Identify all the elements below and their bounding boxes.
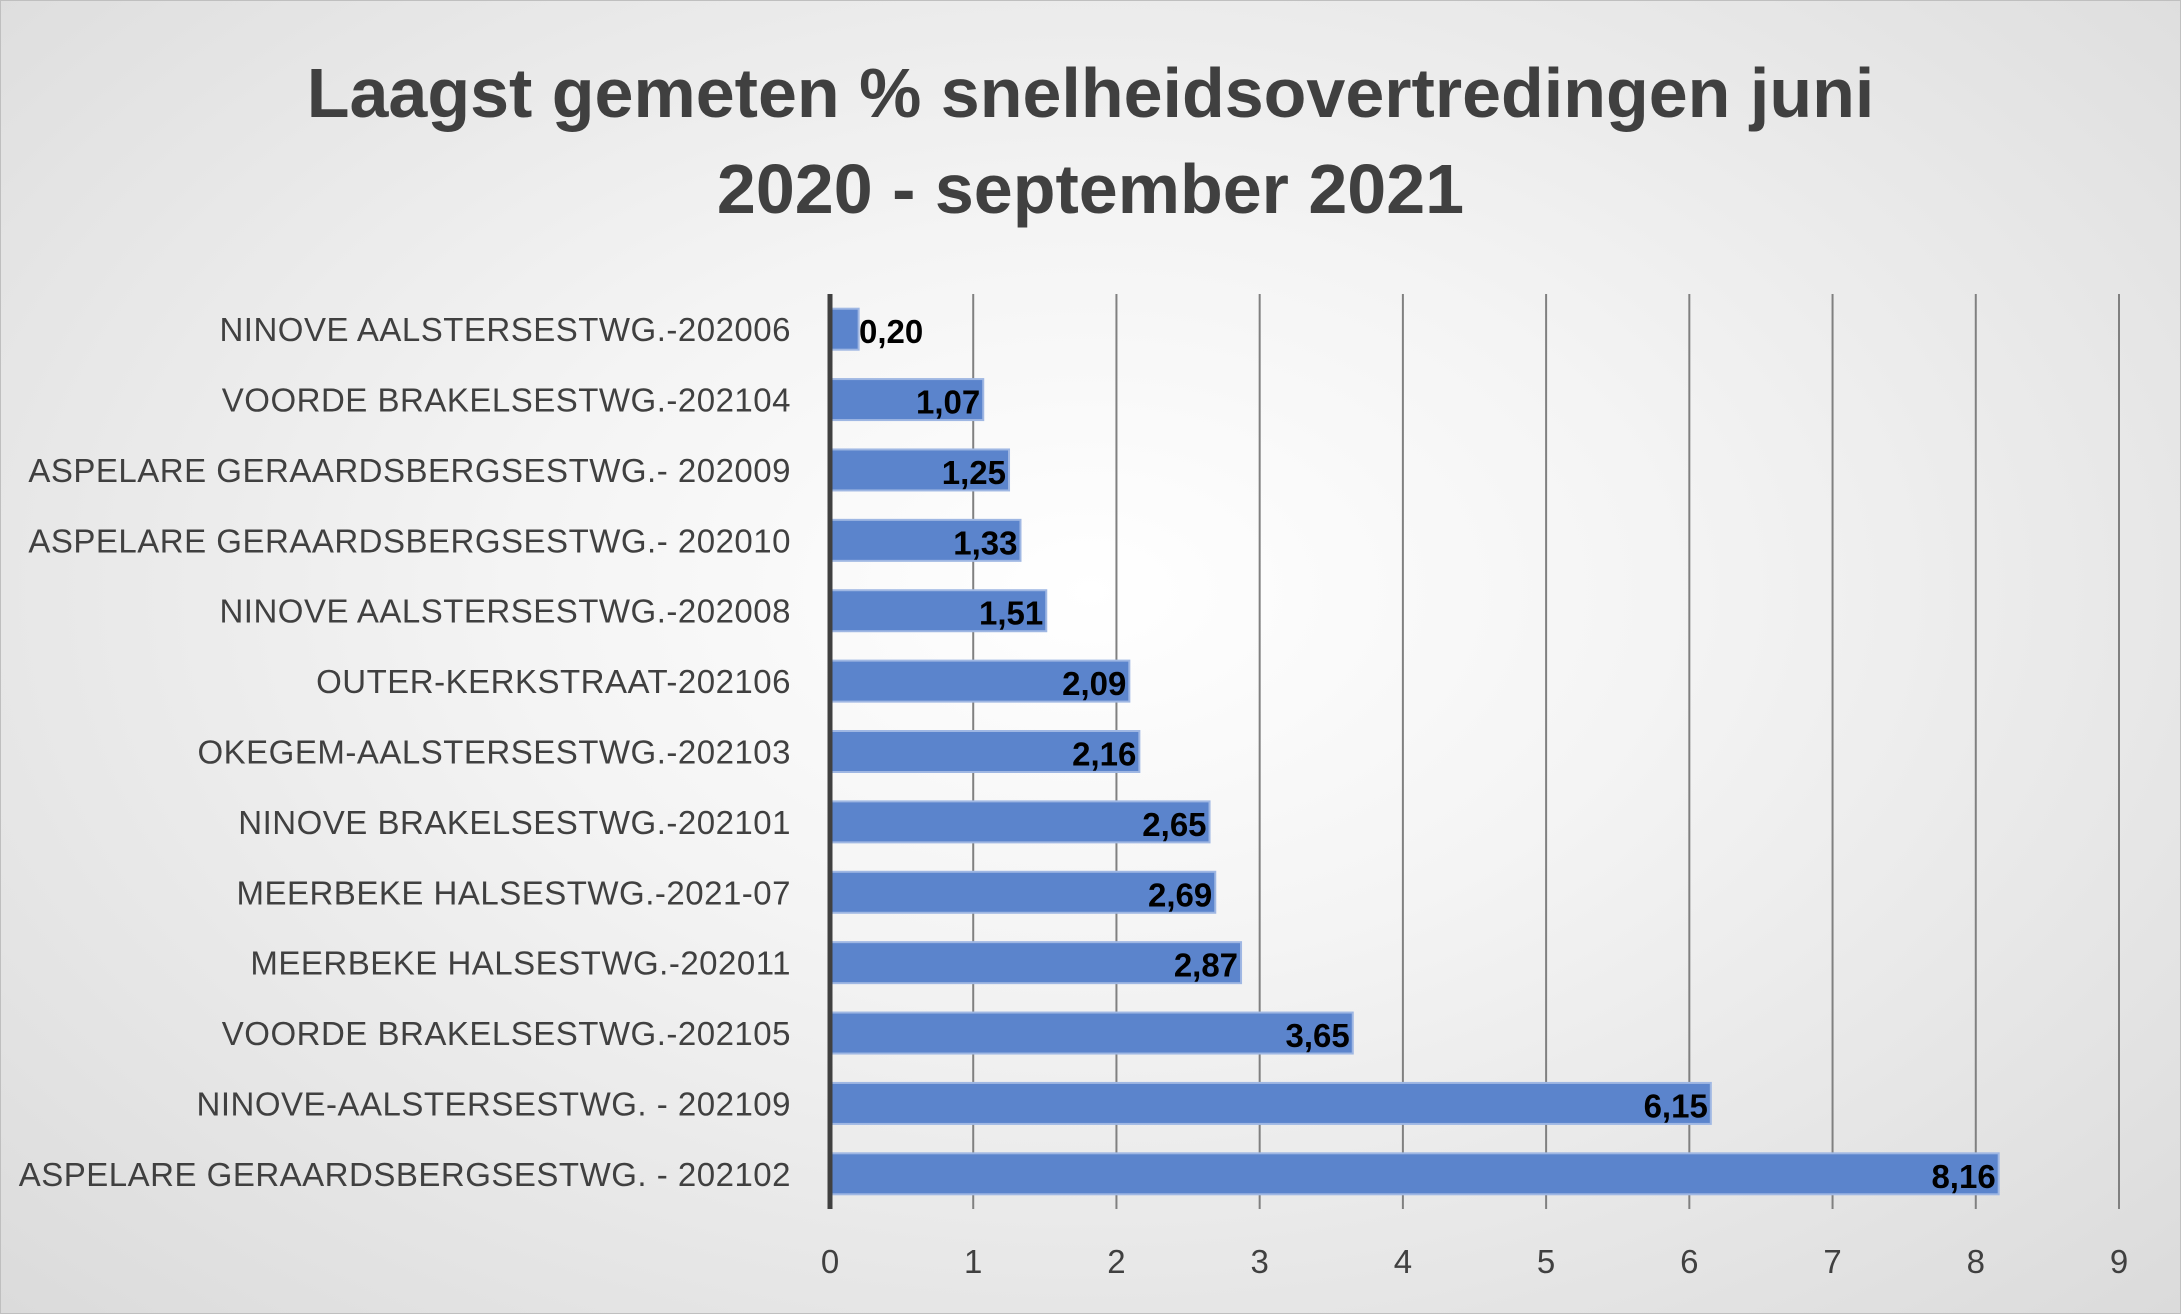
bar [829,659,1131,703]
category-label: NINOVE-AALSTERSESTWG. - 202109 [196,1085,791,1122]
x-tick-label: 1 [964,1243,982,1280]
data-label: 2,87 [1174,947,1238,984]
category-label: VOORDE BRAKELSESTWG.-202105 [222,1015,791,1052]
x-tick-label: 7 [1823,1243,1841,1280]
bar [829,1081,1712,1125]
chart-title-line-1: Laagst gemeten % snelheidsovertredingen … [306,54,1875,132]
gridlines [972,294,2120,1209]
x-tick-label: 4 [1394,1243,1412,1280]
bar [829,1011,1354,1055]
data-label: 1,33 [953,524,1017,561]
data-label: 2,65 [1142,806,1206,843]
category-label: NINOVE BRAKELSESTWG.-202101 [238,804,791,841]
bar [829,730,1141,773]
x-tick-label: 8 [1967,1243,1985,1280]
bar [829,307,860,351]
category-label: VOORDE BRAKELSESTWG.-202104 [222,382,791,419]
data-labels: 0,20 1,07 1,25 1,33 1,51 2,09 2,162,65 2,69 2,87… [859,313,1996,1195]
data-label: 6,15 [1644,1087,1708,1124]
bar [829,941,1243,985]
category-label: ASPELARE GERAARDSBERGSESTWG.- 202009 [28,452,791,489]
category-label: OUTER-KERKSTRAAT-202106 [316,663,791,700]
x-tick-label: 6 [1680,1243,1698,1280]
category-label: OKEGEM-AALSTERSESTWG.-202103 [197,734,791,771]
chart-title-line-2: 2020 - september 2021 [716,150,1465,228]
data-label: 1,25 [942,454,1006,491]
data-label: 2,09 [1062,665,1126,702]
bar [829,870,1217,914]
category-label: MEERBEKE HALSESTWG.-2021-07 [236,874,791,911]
x-tick-label: 0 [821,1243,839,1280]
data-label: 1,07 [916,384,980,421]
category-label: ASPELARE GERAARDSBERGSESTWG. - 202102 [19,1156,791,1193]
data-label: 1,51 [979,595,1043,632]
bar [829,589,1048,633]
category-label: NINOVE AALSTERSESTWG.-202006 [219,311,791,348]
data-label: 2,69 [1148,876,1212,913]
category-label: NINOVE AALSTERSESTWG.-202008 [219,593,791,630]
x-tick-labels: 0 1 2 3 4 5 6 7 8 9 [821,1243,2128,1280]
category-labels: NINOVE AALSTERSESTWG.-202006 VOORDE BRAKE… [19,311,791,1193]
bar [829,518,1022,562]
chart-title: Laagst gemeten % snelheidsovertredingen … [1,45,2180,237]
bars [829,307,2000,1196]
x-tick-label: 9 [2110,1243,2128,1280]
bar [829,800,1211,844]
data-label: 8,16 [1931,1158,1995,1195]
data-label: 3,65 [1286,1017,1350,1054]
bar [829,448,1011,492]
category-label: ASPELARE GERAARDSBERGSESTWG.- 202010 [28,522,791,559]
x-tick-label: 2 [1107,1243,1125,1280]
data-label: 2,16 [1072,736,1136,773]
x-tick-label: 3 [1250,1243,1268,1280]
x-tick-label: 5 [1537,1243,1555,1280]
data-label: 0,20 [859,313,923,350]
category-label: MEERBEKE HALSESTWG.-202011 [250,945,791,982]
bar [829,1152,2000,1196]
